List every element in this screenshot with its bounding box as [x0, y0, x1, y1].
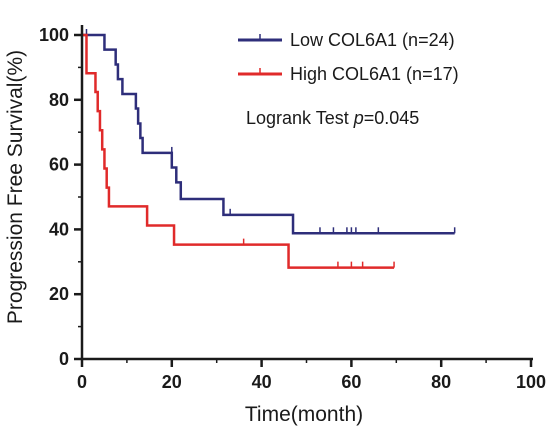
- x-tick-label: 0: [77, 372, 87, 392]
- legend-label-low: Low COL6A1 (n=24): [290, 30, 455, 50]
- y-tick-label: 60: [49, 155, 69, 175]
- y-tick-label: 100: [39, 25, 69, 45]
- logrank-p-value: =0.045: [364, 108, 420, 128]
- x-tick-label: 40: [252, 372, 272, 392]
- legend: Low COL6A1 (n=24) High COL6A1 (n=17): [238, 30, 459, 84]
- y-tick-label: 40: [49, 219, 69, 239]
- legend-item-low: Low COL6A1 (n=24): [238, 30, 455, 50]
- legend-item-high: High COL6A1 (n=17): [238, 64, 459, 84]
- x-tick-label: 60: [341, 372, 361, 392]
- x-axis-title: Time(month): [245, 403, 363, 426]
- x-tick-label: 80: [431, 372, 451, 392]
- y-axis-title: Progression Free Survival(%): [4, 50, 27, 324]
- y-tick-label: 0: [59, 349, 69, 369]
- logrank-p-symbol: p: [353, 108, 364, 128]
- plot-area: [82, 29, 456, 269]
- y-tick-label: 20: [49, 284, 69, 304]
- axes: 0 20 40 60 80 100 0 20 40 60 80 100: [39, 25, 546, 392]
- series-line-high: [82, 33, 395, 269]
- y-tick-label: 80: [49, 90, 69, 110]
- legend-label-high: High COL6A1 (n=17): [290, 64, 459, 84]
- x-tick-label: 100: [516, 372, 546, 392]
- logrank-prefix: Logrank Test: [246, 108, 354, 128]
- logrank-annotation: Logrank Test p=0.045: [246, 108, 419, 128]
- series-line-low: [82, 33, 455, 235]
- x-tick-label: 20: [162, 372, 182, 392]
